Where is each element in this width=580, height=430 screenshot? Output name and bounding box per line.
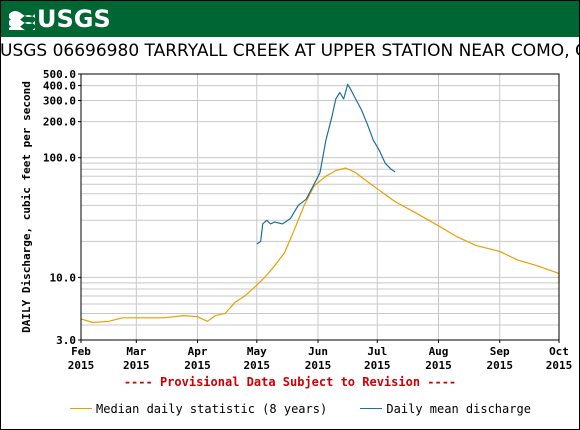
provisional-notice: ---- Provisional Data Subject to Revisio… — [123, 375, 457, 389]
y-tick-label: 10.0 — [50, 271, 77, 284]
y-tick-label: 3.0 — [56, 334, 76, 347]
y-axis-label: DAILY Discharge, cubic feet per second — [20, 81, 33, 333]
x-tick-year: 2015 — [364, 359, 391, 372]
median-line — [80, 167, 560, 324]
y-tick-label: 400.0 — [43, 80, 76, 93]
x-tick-month: Oct — [549, 345, 569, 358]
grid — [80, 73, 560, 341]
x-tick-month: Mar — [126, 345, 146, 358]
median-swatch — [70, 408, 92, 409]
legend-daily-label: Daily mean discharge — [386, 402, 531, 416]
logo-text: USGS — [37, 5, 111, 33]
daily-line — [256, 83, 396, 245]
x-tick-month: Jul — [367, 345, 387, 358]
x-tick-year: 2015 — [546, 359, 573, 372]
y-tick-label: 100.0 — [43, 152, 76, 165]
median-series — [80, 167, 560, 324]
daily-swatch — [360, 408, 383, 409]
legend: Median daily statistic (8 years) Daily m… — [70, 402, 557, 416]
legend-median: Median daily statistic (8 years) — [70, 402, 327, 416]
x-tick-month: Jun — [308, 345, 328, 358]
legend-daily: Daily mean discharge — [360, 402, 531, 416]
x-tick-month: Aug — [429, 345, 449, 358]
x-tick-year: 2015 — [123, 359, 150, 372]
y-tick-label: 200.0 — [43, 116, 76, 129]
x-tick-month: Sep — [490, 345, 510, 358]
plot-area — [80, 73, 560, 341]
x-tick-month: May — [247, 345, 267, 358]
x-tick-year: 2015 — [305, 359, 332, 372]
x-tick-year: 2015 — [184, 359, 211, 372]
usgs-banner: USGS — [1, 1, 579, 37]
x-tick-year: 2015 — [425, 359, 452, 372]
y-tick-label: 300.0 — [43, 95, 76, 108]
x-tick-year: 2015 — [68, 359, 95, 372]
usgs-logo[interactable]: USGS — [9, 5, 111, 33]
x-tick-year: 2015 — [486, 359, 513, 372]
legend-median-label: Median daily statistic (8 years) — [96, 402, 328, 416]
y-tick-label: 500.0 — [43, 68, 76, 81]
x-axis-ticks: Feb2015Mar2015Apr2015May2015Jun2015Jul20… — [68, 340, 573, 372]
chart-title: USGS 06696980 TARRYALL CREEK AT UPPER ST… — [0, 41, 580, 61]
x-tick-year: 2015 — [244, 359, 271, 372]
usgs-waves-icon — [9, 11, 35, 30]
daily-series — [256, 83, 396, 245]
x-tick-month: Apr — [188, 345, 208, 358]
x-tick-month: Feb — [71, 345, 91, 358]
